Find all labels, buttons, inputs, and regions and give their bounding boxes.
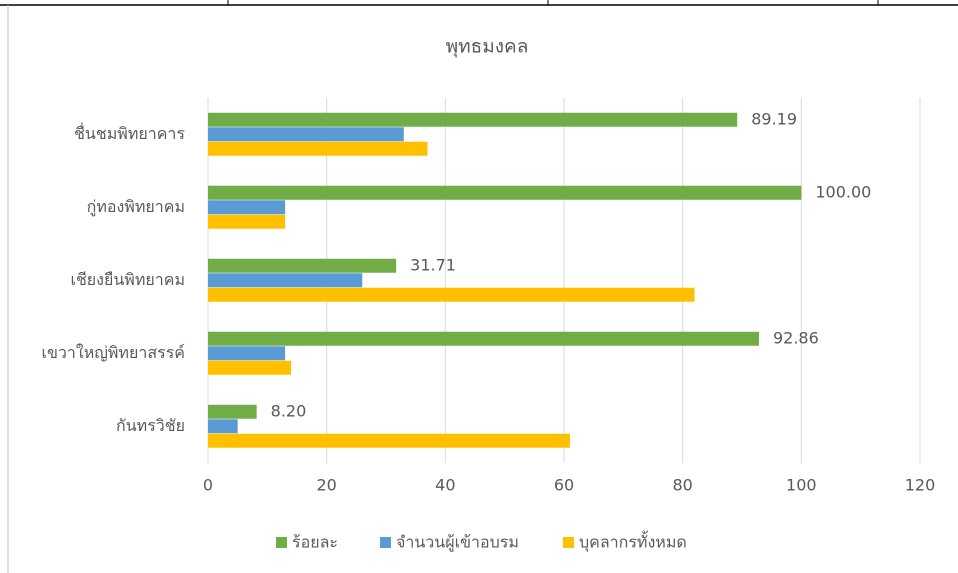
bar (208, 141, 428, 156)
legend-swatch (380, 537, 391, 548)
bar (208, 200, 286, 215)
bar (208, 287, 695, 302)
legend-swatch (276, 537, 287, 548)
data-label: 89.19 (751, 109, 797, 128)
data-label: 8.20 (271, 401, 307, 420)
y-tick-label: กู่ทองพิทยาคม (87, 197, 185, 217)
x-tick-label: 0 (203, 476, 213, 495)
data-label: 100.00 (815, 182, 871, 201)
x-tick-label: 120 (905, 476, 936, 495)
y-tick-label: เชียงยืนพิทยาคม (70, 270, 185, 289)
bar (208, 112, 738, 127)
bar (208, 258, 397, 273)
y-tick-label: ชื่นชมพิทยาคาร (74, 122, 185, 143)
bar (208, 419, 238, 434)
bar (208, 404, 257, 419)
bar (208, 360, 292, 375)
x-tick-label: 20 (316, 476, 336, 495)
y-tick-label: เขวาใหญ่พิทยาสรรค์ (42, 343, 185, 362)
chart-title: พุทธมงคล (446, 36, 529, 59)
y-tick-label: กันทรวิชัย (116, 416, 185, 435)
bar (208, 346, 286, 361)
bar (208, 185, 802, 200)
bar (208, 214, 286, 229)
legend-label: ร้อยละ (292, 533, 338, 552)
legend-label: บุคลากรทั้งหมด (579, 531, 687, 553)
bar (208, 433, 570, 448)
legend-swatch (563, 537, 574, 548)
x-tick-label: 80 (672, 476, 692, 495)
data-label: 92.86 (773, 328, 819, 347)
bar (208, 127, 404, 142)
x-tick-label: 40 (435, 476, 455, 495)
bar (208, 273, 363, 288)
legend-label: จำนวนผู้เข้าอบรม (396, 533, 519, 553)
data-label: 31.71 (410, 255, 456, 274)
x-tick-label: 60 (554, 476, 574, 495)
x-tick-label: 100 (786, 476, 817, 495)
bar (208, 331, 759, 346)
